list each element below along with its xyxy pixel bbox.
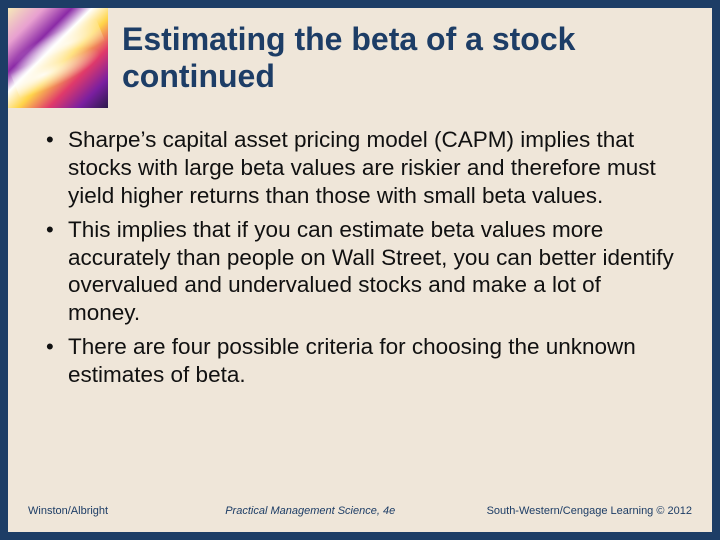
bullet-list: Sharpe’s capital asset pricing model (CA… xyxy=(42,126,678,389)
footer-copyright: South-Western/Cengage Learning © 2012 xyxy=(426,505,692,517)
logo-graphic xyxy=(8,8,108,108)
slide-title: Estimating the beta of a stock continued xyxy=(108,21,712,95)
slide-header: Estimating the beta of a stock continued xyxy=(8,8,712,108)
bullet-item: Sharpe’s capital asset pricing model (CA… xyxy=(42,126,678,210)
footer-booktitle: Practical Management Science, 4e xyxy=(194,505,426,517)
slide: Estimating the beta of a stock continued… xyxy=(8,8,712,532)
slide-body: Sharpe’s capital asset pricing model (CA… xyxy=(8,108,712,498)
bullet-item: There are four possible criteria for cho… xyxy=(42,333,678,389)
slide-footer: Winston/Albright Practical Management Sc… xyxy=(8,498,712,532)
footer-authors: Winston/Albright xyxy=(28,505,194,517)
bullet-item: This implies that if you can estimate be… xyxy=(42,216,678,328)
